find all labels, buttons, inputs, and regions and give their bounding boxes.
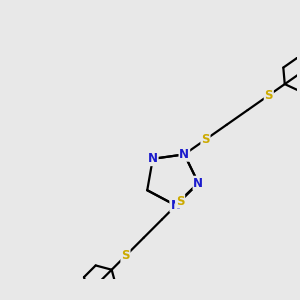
Text: S: S bbox=[171, 199, 180, 212]
Text: S: S bbox=[121, 249, 130, 262]
Text: S: S bbox=[201, 133, 210, 146]
Text: N: N bbox=[170, 199, 180, 212]
Text: N: N bbox=[193, 177, 203, 190]
Text: N: N bbox=[179, 148, 189, 161]
Text: S: S bbox=[176, 195, 184, 208]
Text: N: N bbox=[148, 152, 158, 165]
Text: S: S bbox=[265, 89, 273, 102]
